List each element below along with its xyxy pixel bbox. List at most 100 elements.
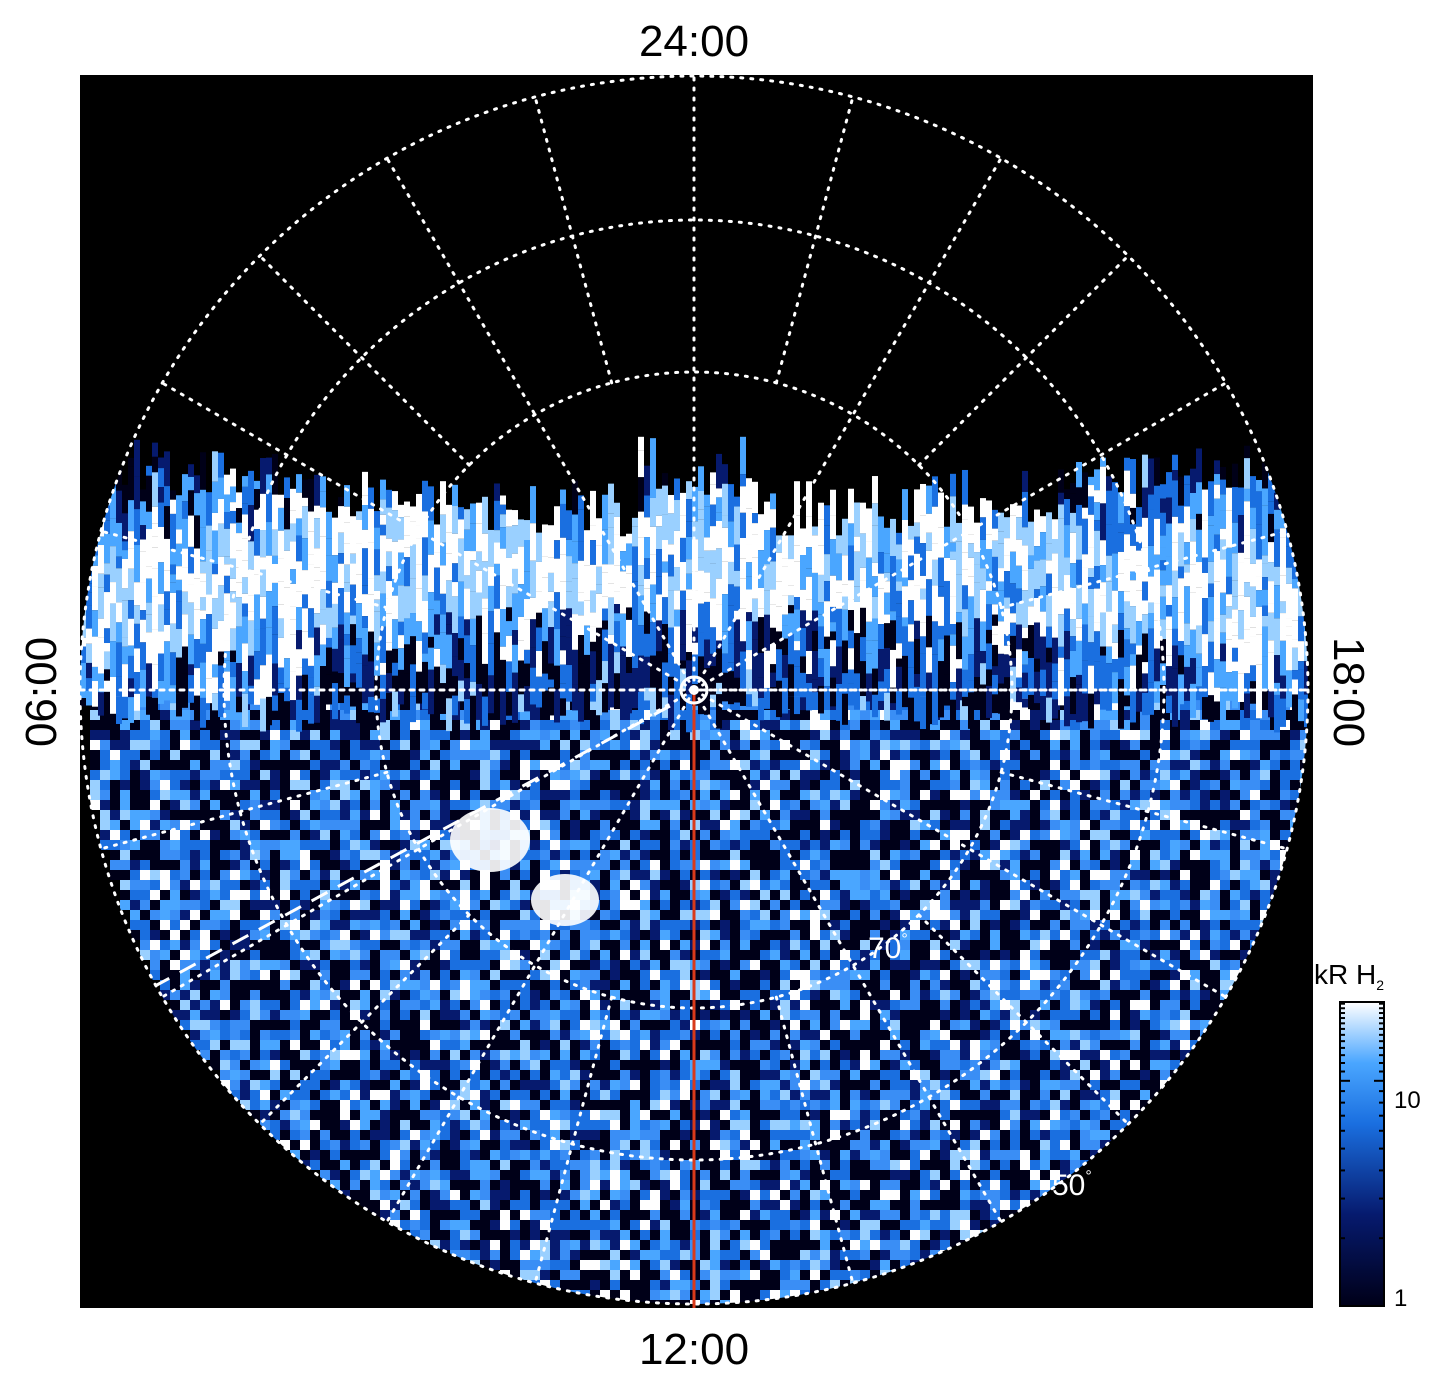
emission-pixel <box>660 1120 670 1130</box>
emission-pixel <box>1080 780 1090 790</box>
emission-pixel <box>710 890 720 900</box>
emission-pixel <box>800 1050 810 1060</box>
emission-pixel <box>1000 980 1010 990</box>
emission-pixel <box>1030 1020 1040 1030</box>
emission-pixel <box>610 990 620 1000</box>
emission-pixel <box>480 1110 490 1120</box>
emission-pixel <box>810 880 820 890</box>
emission-pixel <box>1040 800 1050 810</box>
emission-pixel <box>1180 980 1190 990</box>
emission-pixel <box>1130 910 1140 920</box>
emission-pixel <box>220 860 230 870</box>
emission-pixel <box>1020 710 1030 720</box>
emission-pixel <box>240 770 250 780</box>
emission-pixel <box>250 960 260 970</box>
emission-pixel <box>900 1030 910 1040</box>
emission-pixel <box>940 730 950 740</box>
emission-pixel <box>850 780 860 790</box>
emission-pixel <box>840 780 850 790</box>
emission-pixel <box>390 830 400 840</box>
emission-pixel <box>1150 1000 1160 1010</box>
emission-pixel <box>450 930 460 940</box>
emission-pixel <box>1210 730 1220 740</box>
emission-pixel <box>450 1110 460 1120</box>
emission-pixel <box>650 800 660 810</box>
emission-pixel <box>860 970 870 980</box>
emission-pixel <box>780 820 790 830</box>
emission-pixel <box>210 900 220 910</box>
emission-pixel <box>940 920 950 930</box>
emission-pixel <box>290 780 300 790</box>
emission-pixel <box>250 800 260 810</box>
emission-pixel <box>550 740 560 750</box>
emission-pixel <box>970 750 980 760</box>
emission-pixel <box>750 1060 760 1070</box>
emission-pixel <box>1120 1000 1130 1010</box>
emission-pixel <box>1300 750 1308 760</box>
emission-pixel <box>440 880 450 890</box>
emission-pixel <box>450 730 460 740</box>
emission-pixel <box>440 1060 450 1070</box>
emission-pixel <box>1190 880 1200 890</box>
emission-pixel <box>1250 780 1260 790</box>
emission-pixel <box>170 850 180 860</box>
emission-pixel <box>650 970 660 980</box>
emission-pixel <box>730 790 740 800</box>
emission-pixel <box>450 880 460 890</box>
emission-pixel <box>920 980 930 990</box>
emission-pixel <box>500 1080 510 1090</box>
emission-pixel <box>430 990 440 1000</box>
emission-pixel <box>550 780 560 790</box>
emission-pixel <box>280 960 290 970</box>
emission-pixel <box>1090 890 1100 900</box>
emission-pixel <box>860 720 870 730</box>
emission-pixel <box>260 1100 270 1110</box>
emission-pixel <box>1080 1010 1090 1020</box>
emission-pixel <box>870 960 880 970</box>
emission-pixel <box>1120 900 1130 910</box>
emission-pixel <box>510 900 520 910</box>
emission-pixel <box>260 800 270 810</box>
emission-pixel <box>700 710 710 720</box>
emission-pixel <box>1030 1000 1040 1010</box>
emission-pixel <box>780 830 790 840</box>
emission-pixel <box>180 710 190 720</box>
emission-pixel <box>810 900 820 910</box>
emission-pixel <box>640 900 650 910</box>
emission-pixel <box>440 730 450 740</box>
emission-pixel <box>1100 990 1110 1000</box>
emission-pixel <box>300 800 310 810</box>
emission-pixel <box>790 780 800 790</box>
emission-pixel <box>1260 870 1270 880</box>
emission-pixel <box>800 780 810 790</box>
emission-pixel <box>940 870 950 880</box>
emission-pixel <box>330 830 340 840</box>
emission-pixel <box>1160 1000 1170 1010</box>
emission-pixel <box>620 1060 630 1070</box>
emission-pixel <box>490 1030 500 1040</box>
emission-pixel <box>230 1050 240 1060</box>
emission-pixel <box>300 770 310 780</box>
emission-pixel <box>220 760 230 770</box>
emission-pixel <box>800 770 810 780</box>
emission-pixel <box>910 910 920 920</box>
emission-pixel <box>160 830 170 840</box>
emission-pixel <box>640 880 650 890</box>
emission-pixel <box>1180 700 1190 710</box>
emission-pixel <box>410 970 420 980</box>
emission-pixel <box>840 910 850 920</box>
emission-pixel <box>1060 820 1070 830</box>
emission-pixel <box>640 1040 650 1050</box>
emission-pixel <box>380 870 390 880</box>
emission-pixel <box>180 750 190 760</box>
emission-pixel <box>1060 1110 1070 1120</box>
emission-pixel <box>580 780 590 790</box>
emission-pixel <box>580 770 590 780</box>
emission-pixel <box>480 780 490 790</box>
emission-pixel <box>220 1020 230 1030</box>
emission-pixel <box>1100 1080 1110 1090</box>
emission-pixel <box>240 760 250 770</box>
emission-pixel <box>920 1010 930 1020</box>
emission-pixel <box>410 1010 420 1020</box>
emission-pixel <box>800 720 810 730</box>
